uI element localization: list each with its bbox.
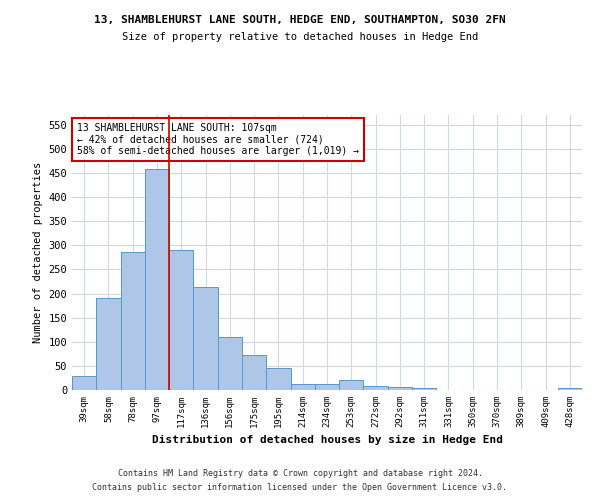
Bar xyxy=(145,169,169,390)
Text: Contains public sector information licensed under the Open Government Licence v3: Contains public sector information licen… xyxy=(92,484,508,492)
Bar xyxy=(290,384,315,390)
Bar xyxy=(266,368,290,390)
Bar xyxy=(72,376,96,390)
Bar xyxy=(412,388,436,390)
Bar xyxy=(315,384,339,390)
Text: Contains HM Land Registry data © Crown copyright and database right 2024.: Contains HM Land Registry data © Crown c… xyxy=(118,468,482,477)
Y-axis label: Number of detached properties: Number of detached properties xyxy=(33,162,43,343)
Bar xyxy=(218,337,242,390)
Bar xyxy=(121,252,145,390)
Bar xyxy=(96,298,121,390)
Bar xyxy=(169,250,193,390)
Text: 13, SHAMBLEHURST LANE SOUTH, HEDGE END, SOUTHAMPTON, SO30 2FN: 13, SHAMBLEHURST LANE SOUTH, HEDGE END, … xyxy=(94,15,506,25)
Bar xyxy=(558,388,582,390)
Text: Size of property relative to detached houses in Hedge End: Size of property relative to detached ho… xyxy=(122,32,478,42)
Bar xyxy=(339,380,364,390)
Bar xyxy=(388,387,412,390)
Bar xyxy=(364,386,388,390)
Text: 13 SHAMBLEHURST LANE SOUTH: 107sqm
← 42% of detached houses are smaller (724)
58: 13 SHAMBLEHURST LANE SOUTH: 107sqm ← 42%… xyxy=(77,123,359,156)
Bar xyxy=(193,287,218,390)
X-axis label: Distribution of detached houses by size in Hedge End: Distribution of detached houses by size … xyxy=(151,436,503,446)
Bar xyxy=(242,355,266,390)
